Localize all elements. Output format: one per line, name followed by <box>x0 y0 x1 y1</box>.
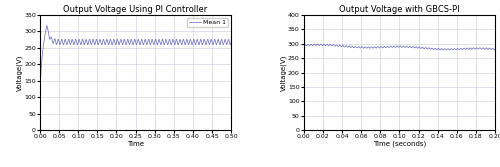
X-axis label: Time (seconds): Time (seconds) <box>373 141 426 147</box>
Mean 1 <box>44 25 50 27</box>
X-axis label: Time: Time <box>127 141 144 147</box>
Legend: Mean 1: Mean 1 <box>187 18 228 27</box>
Mean 1 <box>37 129 43 131</box>
Title: Output Voltage with GBCS-PI: Output Voltage with GBCS-PI <box>339 5 460 14</box>
Title: Output Voltage Using PI Controller: Output Voltage Using PI Controller <box>64 5 208 14</box>
Y-axis label: Voltage(V): Voltage(V) <box>280 54 286 91</box>
Mean 1 <box>189 44 195 46</box>
Line: Mean 1: Mean 1 <box>40 26 231 130</box>
Mean 1 <box>158 42 164 44</box>
Mean 1 <box>179 44 185 46</box>
Mean 1 <box>46 38 52 40</box>
Mean 1 <box>150 42 156 44</box>
Mean 1 <box>228 41 234 43</box>
Mean 1 <box>106 42 112 44</box>
Y-axis label: Voltage(V): Voltage(V) <box>16 54 22 91</box>
